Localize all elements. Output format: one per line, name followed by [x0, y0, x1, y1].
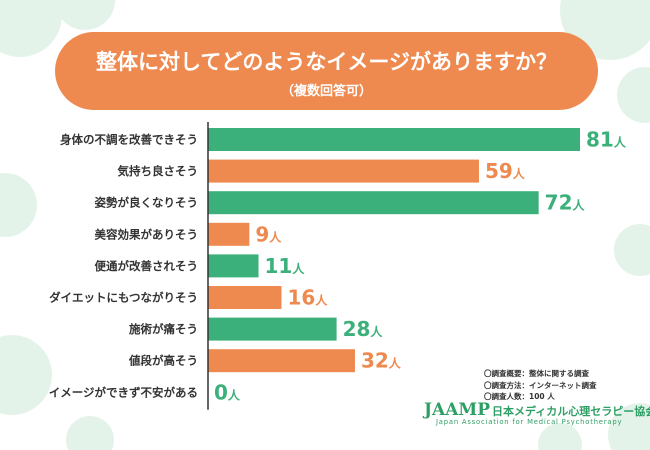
- logo-org-jp: 日本メディカル心理セラピー協会: [492, 405, 650, 418]
- category-label: イメージができず不安がある: [49, 385, 198, 399]
- bar: [208, 254, 259, 278]
- chart-subtitle: （複数回答可）: [280, 84, 372, 99]
- value-label: 59人: [485, 159, 526, 183]
- background-circle: [0, 335, 52, 415]
- category-label: 値段が高そう: [128, 354, 198, 368]
- title-banner: 整体に対してどのようなイメージがありますか？ （複数回答可）: [55, 32, 598, 110]
- background-circle: [0, 0, 62, 57]
- value-label: 9人: [255, 222, 282, 246]
- category-label: 姿勢が良くなりそう: [95, 196, 199, 210]
- category-label: 施術が痛そう: [129, 322, 198, 336]
- survey-note-summary: 〇調査概要：整体に関する調査: [484, 369, 589, 378]
- bar: [208, 159, 479, 183]
- bar: [208, 191, 539, 215]
- value-label: 81人: [586, 128, 627, 152]
- background-circle: [0, 173, 37, 237]
- category-label: 美容効果がありそう: [95, 227, 199, 241]
- value-label: 16人: [287, 286, 328, 310]
- value-label: 32人: [361, 349, 402, 373]
- bar: [208, 317, 337, 341]
- survey-notes: 〇調査概要：整体に関する調査 〇調査方法：インターネット調査 〇調査人数：100…: [484, 368, 597, 403]
- value-label: 28人: [343, 317, 384, 341]
- background-circle: [614, 224, 650, 276]
- category-label: 気持ち良さそう: [118, 164, 199, 178]
- bar: [208, 128, 580, 151]
- category-label: 身体の不調を改善できそう: [60, 133, 198, 147]
- background-circle: [538, 423, 582, 450]
- bar: [208, 286, 282, 309]
- logo-name: JAAMP: [424, 400, 491, 420]
- bar: [208, 222, 250, 246]
- chart-title: 整体に対してどのようなイメージがありますか？: [96, 50, 557, 74]
- background-circle: [608, 403, 650, 450]
- value-label: 0人: [214, 380, 241, 404]
- jaamp-logo: JAAMP 日本メディカル心理セラピー協会 Japan Association f…: [424, 400, 650, 430]
- value-label: 11人: [265, 254, 306, 278]
- value-label: 72人: [545, 191, 586, 215]
- survey-note-method: 〇調査方法：インターネット調査: [484, 380, 597, 390]
- category-label: ダイエットにもつながりそう: [49, 291, 198, 305]
- background-circle: [55, 0, 115, 30]
- background-circle: [617, 67, 650, 123]
- category-label: 便通が改善されそう: [95, 259, 199, 273]
- logo-org-en: Japan Association for Medical Psychother…: [436, 418, 623, 426]
- bar: [208, 349, 355, 373]
- background-circle: [66, 416, 114, 450]
- survey-note-count: 〇調査人数：100 人: [484, 392, 555, 401]
